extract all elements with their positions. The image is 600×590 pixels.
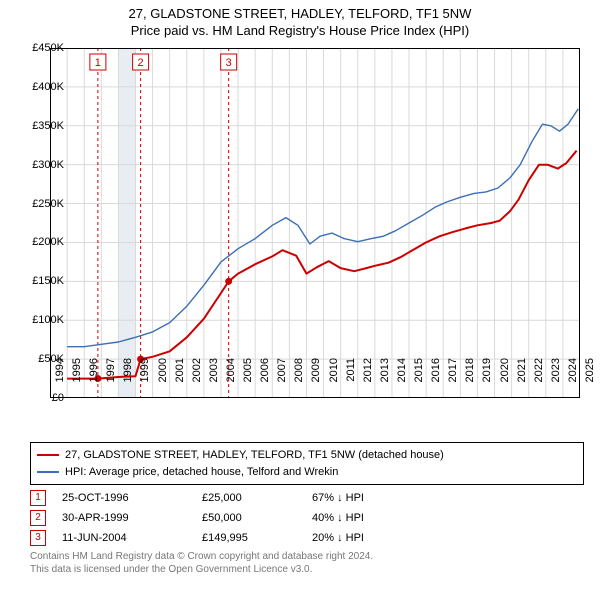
x-tick-label: 2013 xyxy=(379,358,391,398)
x-tick-label: 2012 xyxy=(362,358,374,398)
x-tick-label: 2019 xyxy=(481,358,493,398)
y-tick-label: £100K xyxy=(20,314,64,326)
x-tick-label: 1996 xyxy=(88,358,100,398)
page-root: 27, GLADSTONE STREET, HADLEY, TELFORD, T… xyxy=(0,0,600,590)
x-tick-label: 1994 xyxy=(54,358,66,398)
x-tick-label: 1998 xyxy=(122,358,134,398)
event-badge-1: 1 xyxy=(30,490,46,506)
event-date-2: 30-APR-1999 xyxy=(62,512,202,524)
x-tick-label: 2024 xyxy=(567,358,579,398)
x-tick-label: 2006 xyxy=(259,358,271,398)
chart-title-line2: Price paid vs. HM Land Registry's House … xyxy=(0,23,600,40)
chart-title-block: 27, GLADSTONE STREET, HADLEY, TELFORD, T… xyxy=(0,0,600,40)
y-tick-label: £450K xyxy=(20,42,64,54)
x-tick-label: 2016 xyxy=(430,358,442,398)
legend-box: 27, GLADSTONE STREET, HADLEY, TELFORD, T… xyxy=(30,442,584,485)
event-hpi-2: 40% ↓ HPI xyxy=(312,512,432,524)
y-tick-label: £300K xyxy=(20,159,64,171)
x-tick-label: 2017 xyxy=(447,358,459,398)
svg-text:2: 2 xyxy=(138,57,144,69)
x-tick-label: 2020 xyxy=(499,358,511,398)
chart-svg: 1 2 3 xyxy=(50,48,580,398)
event-price-1: £25,000 xyxy=(202,492,312,504)
y-tick-label: £250K xyxy=(20,198,64,210)
footer-line2: This data is licensed under the Open Gov… xyxy=(30,563,570,576)
x-tick-label: 2005 xyxy=(242,358,254,398)
svg-text:3: 3 xyxy=(226,57,232,69)
footer-line1: Contains HM Land Registry data © Crown c… xyxy=(30,550,570,563)
x-tick-label: 1997 xyxy=(105,358,117,398)
x-tick-label: 2007 xyxy=(276,358,288,398)
x-tick-label: 1995 xyxy=(71,358,83,398)
x-tick-label: 1999 xyxy=(139,358,151,398)
y-tick-label: £200K xyxy=(20,236,64,248)
x-tick-label: 2003 xyxy=(208,358,220,398)
legend-row-price: 27, GLADSTONE STREET, HADLEY, TELFORD, T… xyxy=(37,447,577,464)
y-tick-label: £400K xyxy=(20,81,64,93)
x-tick-label: 2010 xyxy=(328,358,340,398)
chart-title-line1: 27, GLADSTONE STREET, HADLEY, TELFORD, T… xyxy=(0,6,600,23)
event-date-1: 25-OCT-1996 xyxy=(62,492,202,504)
x-tick-label: 2002 xyxy=(191,358,203,398)
event-price-2: £50,000 xyxy=(202,512,312,524)
chart-area: 1 2 3 xyxy=(50,48,580,398)
x-tick-label: 2025 xyxy=(584,358,596,398)
x-tick-label: 2001 xyxy=(174,358,186,398)
event-hpi-1: 67% ↓ HPI xyxy=(312,492,432,504)
legend-label-price: 27, GLADSTONE STREET, HADLEY, TELFORD, T… xyxy=(65,447,444,464)
x-tick-label: 2000 xyxy=(157,358,169,398)
x-tick-label: 2011 xyxy=(345,358,357,398)
x-tick-label: 2008 xyxy=(293,358,305,398)
x-tick-label: 2018 xyxy=(464,358,476,398)
event-badge-2: 2 xyxy=(30,510,46,526)
svg-text:1: 1 xyxy=(95,57,101,69)
x-tick-label: 2009 xyxy=(310,358,322,398)
footer: Contains HM Land Registry data © Crown c… xyxy=(30,550,570,576)
x-tick-label: 2004 xyxy=(225,358,237,398)
y-tick-label: £350K xyxy=(20,120,64,132)
x-tick-label: 2015 xyxy=(413,358,425,398)
event-row-3: 3 11-JUN-2004 £149,995 20% ↓ HPI xyxy=(30,528,432,548)
event-badge-3: 3 xyxy=(30,530,46,546)
x-tick-label: 2014 xyxy=(396,358,408,398)
event-row-1: 1 25-OCT-1996 £25,000 67% ↓ HPI xyxy=(30,488,432,508)
event-row-2: 2 30-APR-1999 £50,000 40% ↓ HPI xyxy=(30,508,432,528)
legend-label-hpi: HPI: Average price, detached house, Telf… xyxy=(65,464,338,481)
x-tick-label: 2022 xyxy=(533,358,545,398)
event-date-3: 11-JUN-2004 xyxy=(62,532,202,544)
legend-swatch-price xyxy=(37,454,59,456)
y-tick-label: £150K xyxy=(20,275,64,287)
event-price-3: £149,995 xyxy=(202,532,312,544)
x-tick-label: 2021 xyxy=(516,358,528,398)
events-table: 1 25-OCT-1996 £25,000 67% ↓ HPI 2 30-APR… xyxy=(30,488,432,548)
legend-swatch-hpi xyxy=(37,471,59,473)
x-tick-label: 2023 xyxy=(550,358,562,398)
legend-row-hpi: HPI: Average price, detached house, Telf… xyxy=(37,464,577,481)
event-hpi-3: 20% ↓ HPI xyxy=(312,532,432,544)
